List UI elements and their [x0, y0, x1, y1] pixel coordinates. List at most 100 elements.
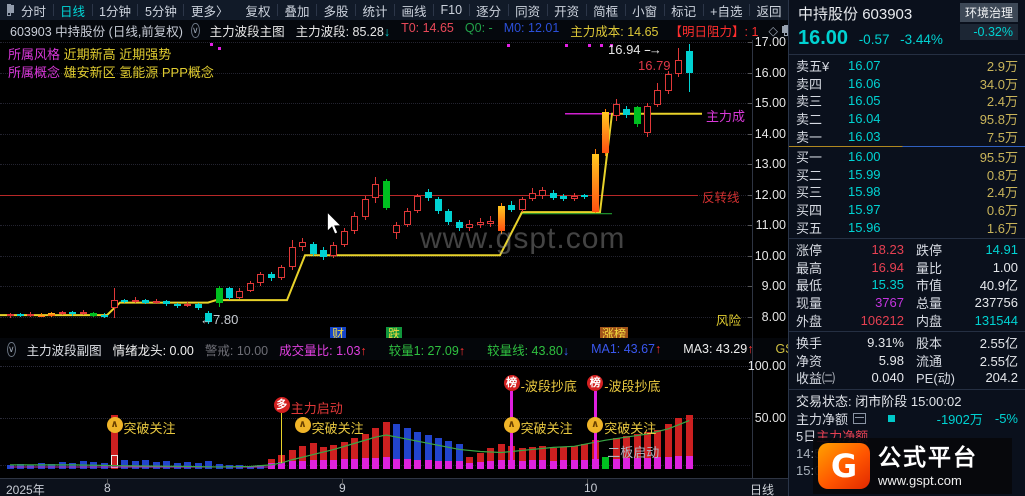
menu-item-小窗[interactable]: 小窗 [632, 4, 658, 19]
signal-bar [320, 459, 327, 469]
menu-item-画线[interactable]: 画线 [401, 4, 427, 19]
candle [508, 204, 516, 210]
volume-bar [466, 456, 474, 469]
sub-y-tick-label: 50.00 [754, 410, 786, 425]
menu-item-同资[interactable]: 同资 [515, 4, 541, 19]
y-tick-label: 13.00 [754, 157, 786, 172]
menu-item-统计[interactable]: 统计 [362, 4, 388, 19]
volume-bar [382, 421, 390, 469]
order-volume: 2.4万 [986, 94, 1018, 110]
menu-item-标记[interactable]: 标记 [671, 4, 697, 19]
menu-item-F10[interactable]: F10 [440, 3, 463, 17]
signal-bar [382, 456, 390, 469]
stat-row: 现量 3767 总量 237756 [789, 294, 1025, 312]
signal-badge-icon[interactable]: 榜 [503, 375, 520, 391]
volume-bar [549, 448, 557, 469]
signal-label: 主力启动 [290, 401, 343, 416]
volume-bar [351, 438, 359, 469]
sector-tag[interactable]: 环境治理 [959, 3, 1018, 22]
chevron-down-icon[interactable]: ∨ [190, 22, 200, 38]
break-arrow-icon[interactable]: ∧ [294, 417, 311, 433]
candle [664, 73, 672, 92]
tab-更多〉[interactable]: 更多〉 [190, 4, 229, 19]
stat-label: 最低 [796, 278, 823, 294]
break-arrow-icon[interactable]: ∧ [587, 417, 604, 433]
stat-row: 收益㈡ 0.040 PE(动) 204.2 [789, 369, 1025, 387]
order-volume: 95.5万 [979, 150, 1018, 166]
low-price-label: ←7.80 [200, 312, 239, 327]
order-price: 16.06 [848, 75, 881, 91]
break-arrow-icon[interactable]: ∧ [106, 417, 123, 433]
signal-bar [455, 460, 463, 469]
stat-label: 收益㈡ [796, 371, 836, 387]
signal-badge-icon[interactable]: 多 [273, 397, 290, 413]
indicator-field: 【明日阻力】: 1 [669, 24, 759, 39]
signal-dot [610, 44, 613, 47]
order-price: 15.96 [848, 219, 881, 235]
candle [372, 183, 380, 198]
y-tick-label: 11.00 [755, 218, 786, 233]
menu-item-逐分[interactable]: 逐分 [476, 4, 502, 19]
indicator-name[interactable]: 主力波段主图 [209, 24, 285, 39]
order-book-row: 卖三 16.05 2.4万 [789, 92, 1025, 110]
volume-bar [48, 463, 56, 469]
menu-item-多股[interactable]: 多股 [323, 4, 349, 19]
order-book-row: 卖四 16.06 34.0万 [789, 75, 1025, 93]
volume-bar [570, 446, 578, 469]
candle [37, 314, 45, 317]
order-price: 15.97 [848, 202, 881, 218]
order-volume: 2.9万 [986, 59, 1018, 75]
tab-5分钟[interactable]: 5分钟 [144, 4, 177, 19]
volume-bar [654, 429, 662, 469]
order-volume: 7.5万 [986, 129, 1018, 145]
mini-window-icon[interactable] [782, 24, 788, 36]
volume-bar [424, 435, 432, 469]
tab-1分钟[interactable]: 1分钟 [99, 4, 131, 19]
candle [549, 192, 557, 198]
menu-item-+自选[interactable]: +自选 [710, 4, 743, 19]
chevron-down-icon[interactable]: ∨ [7, 341, 16, 357]
stock-name[interactable]: 中持股份 [798, 6, 859, 23]
split-window-icon[interactable] [7, 4, 14, 16]
y-tick-label: 12.00 [754, 187, 786, 202]
candle [685, 50, 693, 73]
stat-row: 最高 16.94 量比 1.00 [789, 259, 1025, 277]
tab-日线[interactable]: 日线 [60, 4, 86, 19]
stat-value: 40.9亿 [979, 278, 1018, 294]
stat-value: 0.040 [871, 370, 904, 386]
menu-item-叠加[interactable]: 叠加 [284, 4, 310, 19]
stock-code[interactable]: 603903 [862, 6, 913, 23]
sub-indicator-field: GSPTV5: - [775, 342, 788, 356]
signal-bar [330, 459, 338, 469]
stat-label: 外盘 [796, 313, 823, 329]
candle [414, 196, 422, 211]
y-tick-label: 8.00 [761, 309, 786, 324]
high-price-label: 16.94 --→ [608, 42, 662, 57]
menu-item-开资[interactable]: 开资 [554, 4, 580, 19]
diamond-icon[interactable]: ◇ [768, 23, 779, 38]
order-label: 卖二 [796, 112, 823, 128]
sub-indicator-field: 情绪龙头: 0.00 [112, 343, 194, 358]
signal-badge-icon[interactable]: 榜 [587, 375, 604, 391]
order-label: 买四 [796, 203, 823, 219]
menu-item-返回[interactable]: 返回 [756, 4, 782, 19]
tab-分时[interactable]: 分时 [21, 4, 47, 19]
stat-label: 现量 [796, 296, 823, 312]
menu-item-简框[interactable]: 简框 [593, 4, 619, 19]
stat-value: 204.2 [985, 370, 1018, 386]
candle [152, 300, 160, 303]
period-label[interactable]: 日线 [750, 483, 775, 496]
volume-bar [194, 462, 202, 469]
main-chart[interactable]: 所属风格 近期新高 近期强势 所属概念 雄安新区 氢能源 PPP概念 16.94 -… [0, 40, 752, 342]
volume-bar [434, 438, 442, 469]
menu-item-复权[interactable]: 复权 [245, 4, 271, 19]
stat-value: 237756 [974, 295, 1018, 311]
candle [246, 283, 254, 291]
stat-value: 3767 [875, 295, 904, 311]
list-icon[interactable] [853, 412, 867, 424]
watermark-box: G 公式平台 www.gspt.com [813, 438, 1012, 494]
sub-chart[interactable]: 多主力启动榜 -波段抄底榜 -波段抄底 ∧ 突破关注 ∧ 突破关注 ∧ 突破关注 ∧ 突破关注 二板启… [0, 360, 752, 478]
break-arrow-icon[interactable]: ∧ [503, 417, 520, 433]
volume-bar [612, 438, 620, 469]
last-price: 16.00 [798, 27, 849, 49]
